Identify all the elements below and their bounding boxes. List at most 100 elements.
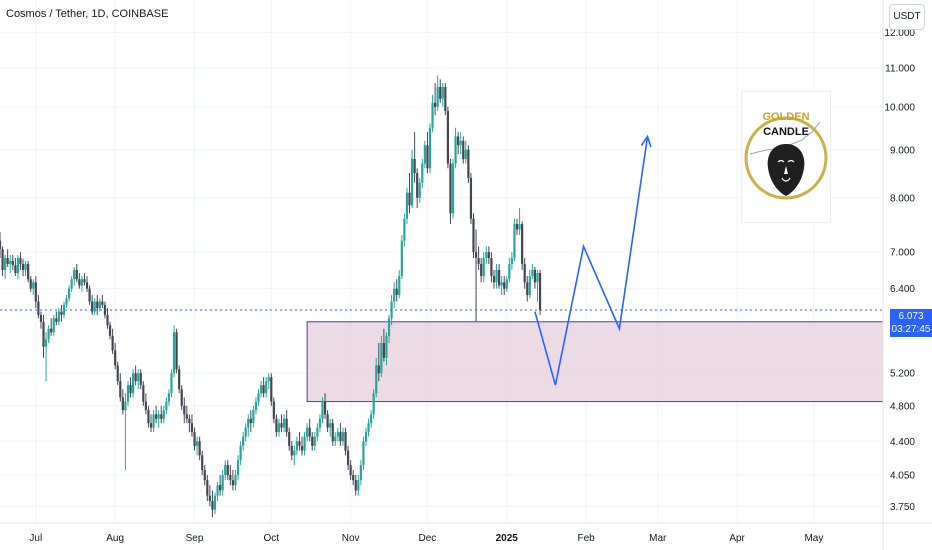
candle [441, 83, 444, 107]
candle [410, 149, 414, 209]
candle-body [359, 465, 362, 481]
candle-body [370, 414, 373, 424]
candle-body [6, 258, 9, 264]
current-price-tag: 6.073 03:27:45 [890, 309, 932, 337]
projection-path[interactable] [534, 136, 649, 386]
candle-body [451, 163, 455, 214]
candle [231, 470, 235, 491]
candle [14, 258, 17, 277]
candle [382, 328, 386, 362]
candle [142, 381, 145, 406]
time-axis-label: May [804, 533, 823, 544]
time-axis[interactable]: Jul Aug Sep Oct Nov Dec 2025 Feb Mar Apr May [29, 533, 823, 544]
candle [91, 295, 94, 315]
candle-body [203, 470, 206, 481]
candle-body [290, 445, 293, 456]
candle-body [354, 480, 357, 491]
candle [203, 465, 206, 486]
candle-body [352, 475, 355, 481]
candle [213, 492, 217, 515]
candle-body [270, 377, 273, 402]
candle-body [538, 273, 542, 311]
candle-body [170, 373, 173, 394]
candle [367, 418, 370, 437]
candle-body [364, 432, 368, 442]
candle [4, 255, 7, 280]
candle-body [485, 252, 488, 259]
candle-body [457, 136, 460, 146]
candle-body [190, 423, 194, 433]
candle [380, 335, 383, 378]
candle-body [231, 480, 235, 486]
candle-body [523, 263, 526, 283]
candle [416, 168, 419, 209]
time-axis-label: Dec [419, 533, 437, 544]
candle-body [472, 218, 475, 253]
candle [267, 373, 270, 390]
candle [160, 405, 163, 424]
logo-text-top: GOLDEN [762, 111, 809, 123]
candle [93, 298, 96, 315]
price-axis-label: 11.000 [885, 64, 915, 75]
candle [88, 285, 91, 305]
candle [1, 246, 4, 277]
candle-body [344, 432, 347, 451]
candle [326, 410, 329, 433]
candle [103, 301, 107, 319]
candle [469, 173, 473, 225]
candle [474, 229, 478, 322]
candle-body [362, 441, 365, 466]
candle [19, 252, 22, 270]
candle [485, 246, 488, 264]
candle-body [103, 304, 107, 315]
candle [329, 418, 332, 437]
candle-body [321, 401, 324, 419]
candle-body [382, 343, 386, 358]
candle [9, 255, 12, 274]
currency-button[interactable]: USDT [889, 4, 925, 30]
candle [418, 177, 421, 203]
candle [83, 273, 86, 286]
candle-body [349, 465, 352, 476]
candle [229, 465, 232, 486]
candle [428, 123, 432, 174]
candle [131, 369, 135, 398]
candle-body [262, 385, 265, 394]
candle-body [495, 269, 498, 283]
candle [114, 343, 117, 370]
symbol-title[interactable]: Cosmos / Tether, 1D, COINBASE [6, 8, 169, 20]
price-axis-label: 4.800 [890, 401, 915, 412]
candle-body [236, 460, 240, 476]
candle [316, 423, 319, 442]
candle-body [462, 140, 465, 159]
candle-body [316, 427, 319, 437]
candle [68, 285, 71, 302]
candle [57, 308, 60, 326]
candle-body [536, 273, 539, 283]
candle [75, 263, 78, 283]
candle [303, 432, 306, 456]
candle-body [167, 393, 171, 402]
candle [295, 436, 298, 456]
candle-body [62, 304, 66, 315]
candle-body [341, 432, 345, 442]
candle-body [0, 240, 2, 250]
candle-body [96, 301, 99, 309]
price-axis[interactable]: 12.000 11.000 10.000 9.000 8.000 7.000 6.400 5.… [884, 28, 915, 513]
candle [336, 427, 339, 442]
candle [298, 432, 301, 451]
candle [311, 432, 314, 451]
support-zone-rectangle[interactable] [306, 321, 884, 403]
candle [157, 410, 160, 428]
candle-body [500, 282, 503, 286]
candle [536, 269, 539, 302]
candle [155, 405, 158, 424]
candle [119, 373, 122, 402]
candle [244, 423, 247, 442]
candle-body [423, 145, 426, 164]
candle [111, 328, 114, 355]
candle [270, 373, 273, 406]
candle [538, 269, 542, 315]
candle-body [98, 301, 101, 309]
